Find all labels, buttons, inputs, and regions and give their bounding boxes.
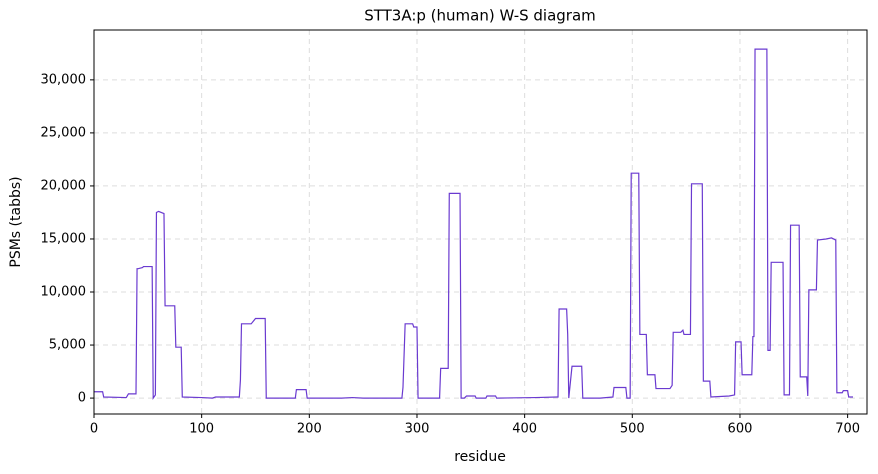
- y-axis-label: PSMs (tabbs): [8, 176, 24, 267]
- x-tick-label: 0: [90, 422, 98, 437]
- y-tick-label: 10,000: [41, 285, 87, 300]
- x-tick-label: 300: [405, 422, 430, 437]
- y-tick-label: 0: [78, 391, 86, 406]
- x-tick-label: 700: [835, 422, 860, 437]
- x-tick-label: 500: [620, 422, 645, 437]
- y-tick-label: 30,000: [41, 72, 87, 87]
- x-tick-label: 600: [728, 422, 753, 437]
- plot-frame: [93, 29, 868, 415]
- x-tick-label: 100: [189, 422, 214, 437]
- y-tick-label: 5,000: [49, 338, 86, 353]
- x-tick-label: 400: [512, 422, 537, 437]
- data-line: [94, 48, 853, 401]
- y-tick-label: 20,000: [41, 178, 87, 193]
- y-tick-label: 25,000: [41, 125, 87, 140]
- chart-title: STT3A:p (human) W-S diagram: [364, 7, 596, 25]
- y-tick-label: 15,000: [41, 231, 87, 246]
- x-tick-label: 200: [297, 422, 322, 437]
- x-axis-label: residue: [454, 449, 506, 465]
